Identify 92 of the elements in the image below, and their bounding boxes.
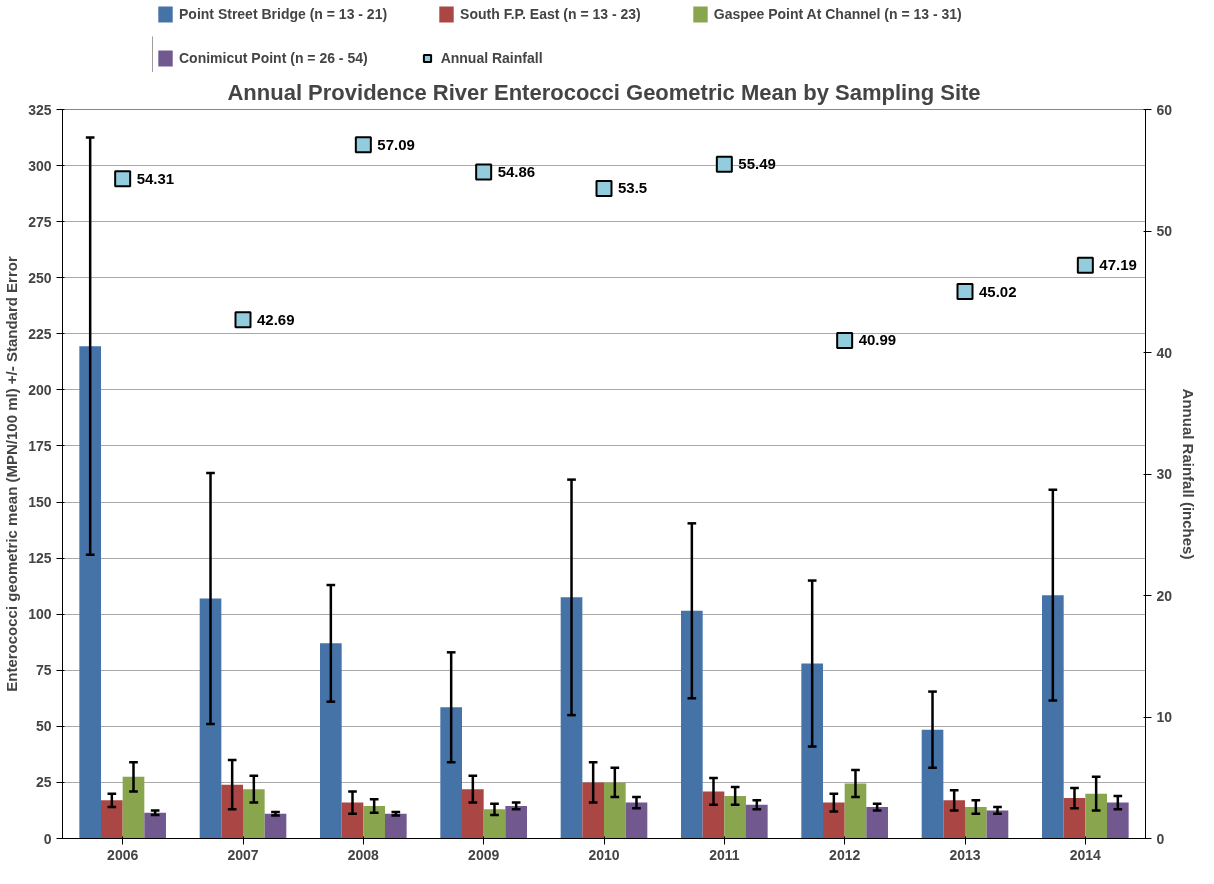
- bar: [144, 812, 166, 839]
- y-tick-label: 275: [28, 213, 52, 230]
- bar: [440, 707, 463, 839]
- point: [956, 283, 974, 301]
- x-tick-label: 2013: [949, 846, 981, 863]
- y-axis-title: Enterococci geometric mean (MPN/100 ml) +/- Standard Error: [3, 256, 21, 692]
- bar: [582, 782, 604, 839]
- y2-tick-label: 0: [1156, 830, 1165, 847]
- point: [114, 170, 132, 188]
- bar: [264, 813, 287, 839]
- bar: [363, 805, 385, 839]
- bar: [341, 802, 364, 839]
- data-label: 55.49: [738, 155, 776, 173]
- bar: [866, 807, 888, 839]
- y2-axis-title: Annual Rainfall (inches): [1180, 388, 1198, 560]
- data-label: 42.69: [257, 310, 295, 328]
- y2-tick-label: 40: [1156, 344, 1173, 361]
- point: [475, 163, 493, 181]
- x-tick-label: 2007: [227, 846, 259, 863]
- point: [354, 136, 372, 154]
- bar: [681, 610, 703, 839]
- bar: [965, 807, 987, 839]
- legend-label: South F.P. East (n = 13 - 23): [460, 6, 641, 22]
- bar: [921, 729, 944, 839]
- bar: [702, 791, 725, 839]
- y-tick-label: 325: [28, 101, 52, 118]
- y2-tick-label: 50: [1156, 223, 1173, 239]
- bar: [823, 802, 845, 839]
- point: [1076, 256, 1094, 274]
- bar: [221, 784, 243, 839]
- y-tick-label: 200: [28, 381, 52, 398]
- bar: [243, 789, 265, 839]
- point: [595, 179, 613, 197]
- x-tick-label: 2006: [107, 846, 139, 863]
- y-tick-label: 0: [43, 830, 52, 847]
- bar: [801, 663, 824, 839]
- x-tick-label: 2009: [468, 846, 500, 863]
- chart-title: Annual Providence River Enterococci Geometric Mean by Sampling Site: [227, 79, 981, 105]
- data-label: 47.19: [1099, 256, 1137, 274]
- y-tick-label: 225: [28, 325, 52, 342]
- data-label: 54.31: [136, 169, 175, 187]
- bar: [625, 802, 648, 839]
- bar: [844, 783, 867, 839]
- y-tick-label: 25: [35, 774, 52, 791]
- y-tick-label: 175: [28, 437, 52, 454]
- y-tick-label: 125: [28, 550, 52, 567]
- y-tick-label: 150: [28, 494, 52, 511]
- bar: [462, 789, 484, 839]
- x-tick-label: 2010: [588, 846, 620, 863]
- x-tick-label: 2011: [709, 846, 740, 863]
- y2-tick-label: 30: [1156, 466, 1173, 482]
- point: [715, 155, 733, 173]
- bar: [1085, 793, 1107, 839]
- data-label: 57.09: [377, 135, 415, 153]
- legend-label: Point Street Bridge (n = 13 - 21): [179, 6, 388, 22]
- point: [836, 331, 854, 349]
- bar: [986, 810, 1009, 839]
- x-tick-label: 2012: [829, 846, 861, 863]
- bar: [604, 782, 626, 839]
- bar: [79, 346, 102, 839]
- point: [234, 311, 252, 329]
- bar: [101, 800, 123, 839]
- data-label: 53.5: [618, 179, 648, 197]
- bar: [1042, 595, 1064, 839]
- bar: [1106, 802, 1129, 839]
- bar: [943, 800, 965, 839]
- y-tick-label: 75: [35, 662, 52, 679]
- y2-tick-label: 10: [1156, 709, 1173, 725]
- y-tick-label: 300: [28, 157, 52, 174]
- x-tick-label: 2014: [1069, 846, 1102, 863]
- bar: [483, 809, 506, 839]
- legend-label: Conimicut Point (n = 26 - 54): [179, 50, 368, 66]
- bar: [505, 805, 527, 839]
- y-tick-label: 50: [35, 718, 52, 735]
- data-label: 40.99: [858, 331, 897, 349]
- data-label: 54.86: [497, 162, 536, 180]
- y2-tick-label: 20: [1156, 587, 1173, 604]
- bar: [1063, 798, 1086, 839]
- x-tick-label: 2008: [347, 846, 380, 863]
- y-tick-label: 250: [28, 269, 52, 286]
- legend-label: Gaspee Point At Channel (n = 13 - 31): [713, 6, 962, 22]
- y2-tick-label: 60: [1156, 101, 1173, 118]
- legend-label: Annual Rainfall: [440, 50, 543, 66]
- bar: [122, 776, 145, 839]
- bar: [745, 804, 768, 839]
- bar: [199, 598, 222, 839]
- bar: [724, 795, 746, 839]
- bar: [560, 597, 583, 839]
- bar: [320, 643, 342, 839]
- y-tick-label: 100: [28, 606, 52, 623]
- data-label: 45.02: [979, 282, 1017, 300]
- bar: [384, 813, 407, 839]
